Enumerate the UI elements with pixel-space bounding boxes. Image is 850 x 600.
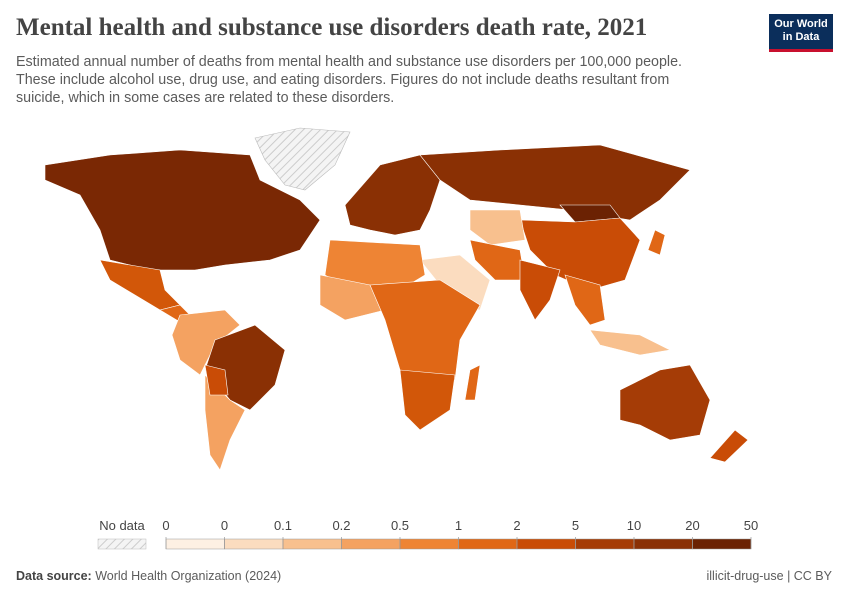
subtitle: Estimated annual number of deaths from m… [16, 54, 683, 106]
logo[interactable]: Our World in Data [769, 14, 833, 52]
west-africa[interactable] [319, 274, 386, 321]
central-africa[interactable] [369, 279, 481, 401]
iran-pakistan[interactable] [469, 239, 526, 281]
russia[interactable] [419, 144, 691, 221]
southern-cone[interactable] [204, 374, 246, 470]
legend-bin[interactable] [458, 538, 518, 550]
logo-line: Our World [774, 18, 828, 30]
legend-tick-label: 0 [162, 518, 169, 533]
world-map [44, 127, 749, 470]
bolivia[interactable] [204, 364, 229, 396]
north-america[interactable] [44, 149, 321, 271]
title: Mental health and substance use disorder… [16, 14, 648, 41]
china[interactable] [519, 217, 641, 291]
legend-bin[interactable] [224, 538, 284, 550]
madagascar[interactable] [464, 364, 481, 401]
southern-africa[interactable] [399, 369, 456, 431]
new-zealand[interactable] [709, 429, 749, 463]
legend-tick-label: 0 [221, 518, 228, 533]
legend-no-data-swatch[interactable] [97, 538, 147, 550]
legend-tick-label: 20 [685, 518, 699, 533]
legend-bin[interactable] [633, 538, 693, 550]
greenland[interactable] [254, 127, 351, 191]
legend-bin[interactable] [692, 538, 752, 550]
legend-bin[interactable] [165, 538, 225, 550]
legend-bin[interactable] [341, 538, 401, 550]
slug[interactable]: illicit-drug-use | CC BY [706, 569, 832, 583]
legend-tick-label: 0.5 [391, 518, 409, 533]
legend-tick-label: 5 [572, 518, 579, 533]
colombia-peru[interactable] [171, 309, 241, 376]
legend-bin[interactable] [399, 538, 459, 550]
source-text[interactable]: World Health Organization (2024) [95, 569, 282, 583]
southeast-asia[interactable] [564, 274, 606, 326]
legend-bin[interactable] [516, 538, 576, 550]
legend-bin[interactable] [282, 538, 342, 550]
legend-bin[interactable] [575, 538, 635, 550]
india[interactable] [519, 259, 561, 321]
countries [44, 127, 749, 470]
legend-tick-label: 50 [744, 518, 758, 533]
indonesia[interactable] [589, 329, 671, 356]
legend-tick-label: 0.2 [332, 518, 350, 533]
legend-tick-label: 2 [513, 518, 520, 533]
central-asia[interactable] [469, 209, 526, 246]
australia[interactable] [619, 364, 711, 441]
legend-tick-label: 0.1 [274, 518, 292, 533]
legend-tick-label: 1 [455, 518, 462, 533]
legend-tick-label: 10 [627, 518, 641, 533]
logo-line: in Data [782, 31, 820, 43]
europe[interactable] [344, 154, 441, 236]
legend-no-data-label: No data [99, 518, 145, 533]
legend: No data 0 0 0.1 0.2 0.5 1 2 5 10 20 50 [97, 518, 758, 550]
source: Data source: World Health Organization (… [16, 569, 281, 583]
japan[interactable] [647, 229, 666, 256]
source-label: Data source: [16, 569, 92, 583]
